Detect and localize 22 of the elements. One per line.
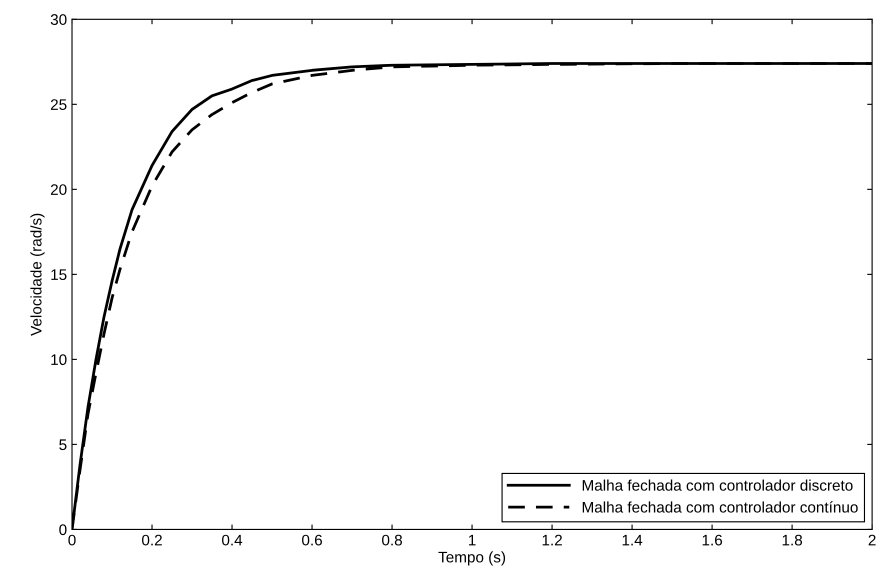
y-tick-label: 25 — [50, 99, 67, 110]
y-tick-label: 20 — [50, 184, 67, 196]
x-tick-label: 1.6 — [702, 534, 722, 546]
legend-label: Malha fechada com controlador contínuo — [582, 501, 858, 513]
x-tick-label: 1.8 — [782, 534, 802, 546]
x-tick-label: 0.2 — [142, 534, 162, 546]
y-axis-title: Velocidade (rad/s) — [30, 214, 45, 336]
x-tick-label: 0.8 — [382, 534, 402, 546]
x-axis-title: Tempo (s) — [438, 551, 506, 566]
x-tick-label: 2 — [868, 534, 876, 546]
y-tick-label: 15 — [51, 269, 67, 280]
y-tick-label: 10 — [51, 354, 67, 366]
x-tick-label: 1 — [468, 534, 476, 546]
x-tick-label: 1.4 — [622, 534, 642, 546]
y-tick-label: 0 — [59, 524, 67, 536]
x-tick-label: 1.2 — [542, 534, 562, 546]
x-tick-label: 0 — [68, 534, 76, 546]
x-tick-label: 0.6 — [302, 534, 322, 546]
y-tick-label: 5 — [59, 439, 67, 450]
legend-label: Malha fechada com controlador discreto — [582, 480, 853, 491]
x-tick-label: 0.4 — [222, 534, 242, 546]
y-tick-label: 30 — [50, 14, 67, 25]
